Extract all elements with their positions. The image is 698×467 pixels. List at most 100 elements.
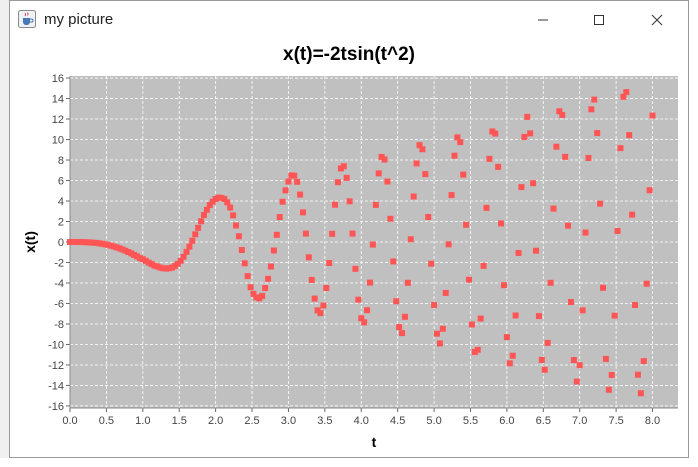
data-point bbox=[206, 202, 213, 209]
data-point bbox=[177, 257, 184, 264]
data-point bbox=[247, 284, 254, 291]
data-point bbox=[230, 212, 237, 219]
x-tick-label: 5.0 bbox=[426, 415, 441, 427]
data-point bbox=[611, 312, 618, 319]
y-tick-label: 16 bbox=[52, 73, 64, 85]
data-point bbox=[454, 134, 461, 141]
data-point bbox=[364, 307, 371, 314]
data-point bbox=[468, 321, 475, 328]
data-point bbox=[320, 302, 327, 309]
data-point bbox=[535, 313, 542, 320]
data-point bbox=[547, 279, 554, 286]
data-point bbox=[369, 241, 376, 248]
data-point bbox=[294, 178, 301, 185]
data-point bbox=[643, 280, 650, 287]
data-point bbox=[387, 215, 394, 222]
data-point bbox=[492, 130, 499, 137]
data-point bbox=[457, 139, 464, 146]
y-tick-label: 4 bbox=[58, 196, 64, 208]
data-point bbox=[270, 247, 277, 254]
axis-layer: 0.0 0.5 1.0 1.5 2.0 2.5 3.0 3.5 4.0 4.5 5.0 5.5 6.0 6… bbox=[48, 73, 678, 427]
close-button[interactable] bbox=[634, 1, 680, 39]
y-tick-label: -4 bbox=[54, 278, 64, 290]
data-point bbox=[361, 319, 368, 326]
x-tick-label: 6.0 bbox=[499, 415, 514, 427]
data-point bbox=[375, 170, 382, 177]
data-point bbox=[477, 315, 484, 322]
data-point bbox=[512, 312, 519, 319]
data-point bbox=[445, 241, 452, 248]
data-point bbox=[259, 292, 266, 299]
grid-layer bbox=[69, 76, 678, 408]
data-point bbox=[474, 346, 481, 353]
data-point bbox=[195, 224, 202, 231]
data-point bbox=[634, 371, 641, 378]
data-point bbox=[189, 237, 196, 244]
data-point bbox=[541, 366, 548, 373]
data-point bbox=[436, 340, 443, 347]
data-point bbox=[570, 357, 577, 364]
minimize-icon bbox=[538, 19, 548, 21]
data-point bbox=[326, 260, 333, 267]
data-point bbox=[556, 108, 563, 115]
data-point bbox=[565, 222, 572, 229]
data-point bbox=[495, 163, 502, 170]
data-point bbox=[649, 112, 656, 119]
data-point bbox=[588, 106, 595, 113]
data-point bbox=[582, 229, 589, 236]
data-point bbox=[463, 221, 470, 228]
data-point bbox=[632, 302, 639, 309]
data-point bbox=[186, 243, 193, 250]
data-point bbox=[515, 249, 522, 256]
data-point bbox=[183, 248, 190, 255]
data-point bbox=[180, 253, 187, 260]
maximize-button[interactable] bbox=[576, 1, 622, 39]
data-point bbox=[305, 254, 312, 261]
data-point bbox=[241, 260, 248, 267]
data-point bbox=[640, 358, 647, 365]
data-point bbox=[576, 362, 583, 369]
x-tick-label: 0.5 bbox=[99, 415, 114, 427]
x-tick-label: 7.0 bbox=[572, 415, 587, 427]
data-point bbox=[602, 355, 609, 362]
data-point bbox=[413, 160, 420, 167]
data-point bbox=[300, 209, 307, 216]
data-point bbox=[422, 171, 429, 178]
data-point bbox=[646, 187, 653, 194]
data-point bbox=[498, 220, 505, 227]
data-point bbox=[279, 198, 286, 205]
data-point bbox=[308, 276, 315, 283]
data-point bbox=[629, 211, 636, 218]
x-tick-label: 7.5 bbox=[608, 415, 623, 427]
minimize-button[interactable] bbox=[520, 1, 566, 39]
data-point bbox=[538, 356, 545, 363]
chart-title: x(t)=-2tsin(t^2) bbox=[283, 44, 415, 65]
data-point bbox=[506, 360, 513, 367]
data-point bbox=[297, 191, 304, 198]
data-point bbox=[416, 142, 423, 149]
x-tick-label: 2.5 bbox=[244, 415, 259, 427]
data-point bbox=[329, 230, 336, 237]
data-point bbox=[285, 178, 292, 185]
data-point bbox=[550, 205, 557, 212]
y-tick-label: 12 bbox=[52, 114, 64, 126]
data-point bbox=[448, 192, 455, 199]
data-point bbox=[605, 386, 612, 393]
y-tick-label: 14 bbox=[52, 94, 64, 106]
window-title: my picture bbox=[44, 11, 114, 28]
data-point bbox=[500, 282, 507, 289]
window-titlebar[interactable]: my picture bbox=[10, 1, 688, 39]
data-point bbox=[553, 143, 560, 150]
data-point bbox=[431, 302, 438, 309]
data-point bbox=[262, 285, 269, 292]
x-tick-label: 1.0 bbox=[135, 415, 150, 427]
data-point bbox=[332, 201, 339, 208]
data-point bbox=[620, 93, 627, 100]
data-point bbox=[544, 339, 551, 346]
data-point bbox=[600, 284, 606, 291]
data-point bbox=[425, 214, 432, 220]
data-point bbox=[302, 230, 309, 237]
data-point bbox=[238, 246, 245, 253]
data-point bbox=[235, 233, 242, 240]
data-point bbox=[381, 156, 388, 163]
